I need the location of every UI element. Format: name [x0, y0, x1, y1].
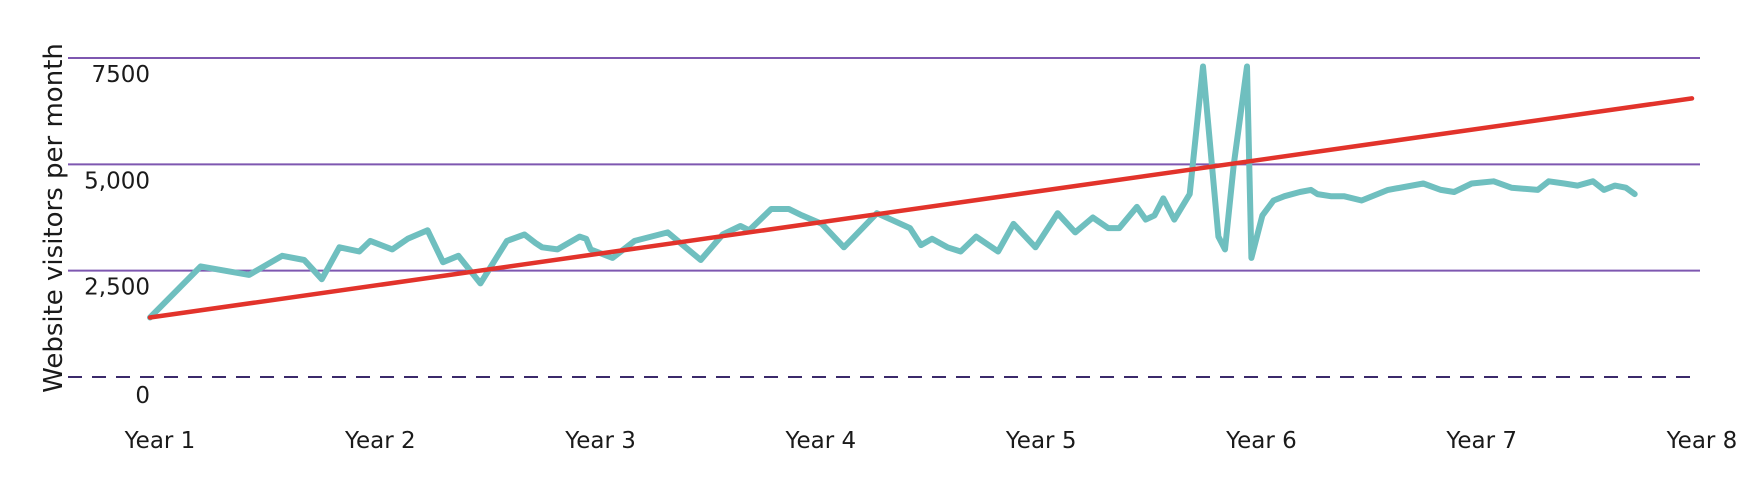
- y-tick-label: 5,000: [84, 168, 150, 194]
- series-line-trend: [147, 96, 1695, 320]
- y-tick-label: 0: [135, 383, 150, 409]
- y-tick-label: 7500: [91, 62, 150, 88]
- x-tick-label: Year 2: [344, 428, 416, 454]
- x-tick-label: Year 6: [1225, 428, 1297, 454]
- y-tick-label: 2,500: [84, 275, 150, 301]
- x-tick-label: Year 3: [564, 428, 636, 454]
- x-tick-label: Year 8: [1666, 428, 1738, 454]
- grid-layer: [68, 57, 1700, 378]
- x-tick-labels: Year 1 Year 2 Year 3 Year 4 Year 5 Year 6 Year…: [124, 428, 1738, 454]
- x-tick-label: Year 7: [1445, 428, 1517, 454]
- x-tick-label: Year 4: [785, 428, 857, 454]
- y-axis-label: Website visitors per month: [39, 43, 69, 393]
- y-tick-labels: 0 2,500 5,000 7500: [84, 62, 150, 409]
- series-layer: [147, 63, 1695, 321]
- series-line-visitors: [147, 63, 1638, 321]
- x-tick-label: Year 5: [1005, 428, 1077, 454]
- x-tick-label: Year 1: [124, 428, 196, 454]
